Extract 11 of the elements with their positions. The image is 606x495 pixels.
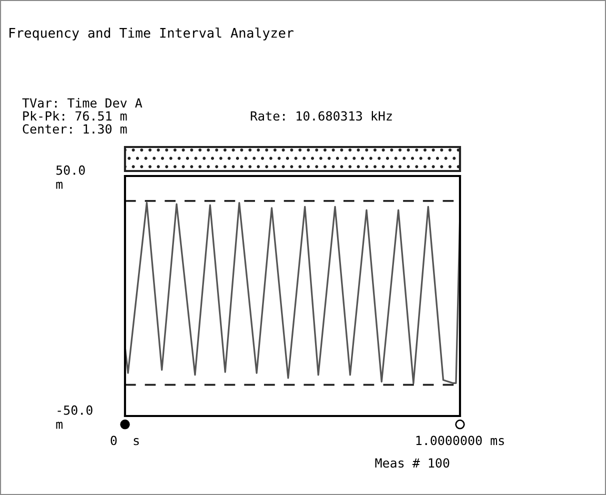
text: TVar: Time Dev A <box>22 98 142 108</box>
text: Rate: 10.680313 kHz <box>250 110 392 121</box>
line-series <box>125 202 460 384</box>
x-tick-label: 1.0000000 ms <box>416 436 504 446</box>
y-tick-label: 50.0 m <box>56 165 85 189</box>
y-tick-label: -50.0 m <box>56 405 92 429</box>
text: Pk-Pk: 76.51 m <box>23 110 127 121</box>
text: Meas # 100 <box>375 458 450 468</box>
text: Center: 1.30 m <box>22 124 127 134</box>
x-tick-label: 0 s <box>110 436 139 446</box>
chart-title: Frequency and Time Interval Analyzer <box>10 28 294 40</box>
